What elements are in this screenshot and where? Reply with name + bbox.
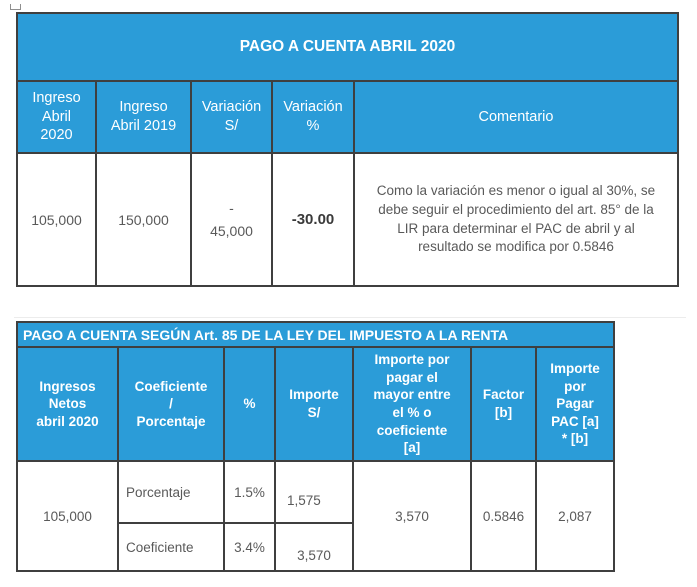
table2-title-row: PAGO A CUENTA SEGÚN Art. 85 DE LA LEY DE… [15,321,616,348]
t1-cell-ingreso-abril-2020: 105,000 [16,152,97,287]
t2-cell-ingresos-netos: 105,000 [16,460,119,572]
t2-cell-porcentaje-label: Porcentaje [117,460,225,524]
t1-cell-comentario: Como la variación es menor o igual al 30… [353,152,679,287]
divider-artifact [14,317,686,318]
t2-cell-porcentaje-importe: 1,575 [274,460,354,524]
t2-header-pct: % [223,346,276,462]
t2-header-importe-pac: Importe por Pagar PAC [a] * [b] [534,346,616,462]
t2-cell-importe-pac: 2,087 [534,460,616,572]
table-pago-a-cuenta-art85: PAGO A CUENTA SEGÚN Art. 85 DE LA LEY DE… [15,321,616,572]
t2-header-coeficiente-porcentaje: Coeficiente / Porcentaje [117,346,225,462]
t1-header-variacion-soles: Variación S/ [190,80,273,154]
t2-cell-coeficiente-label: Coeficiente [117,522,225,572]
t2-cell-factor-b: 0.5846 [470,460,537,572]
t1-cell-variacion-pct: -30.00 [271,152,355,287]
table1-title: PAGO A CUENTA ABRIL 2020 [16,12,679,82]
t1-cell-ingreso-abril-2019: 150,000 [95,152,192,287]
t1-header-ingreso-abril-2019: Ingreso Abril 2019 [95,80,192,154]
table2-header-row: Ingresos Netos abril 2020 Coeficiente / … [16,346,616,462]
t2-header-importe-mayor-a: Importe por pagar el mayor entre el % o … [352,346,472,462]
table-pago-a-cuenta-abril: PAGO A CUENTA ABRIL 2020 Ingreso Abril 2… [16,12,679,287]
t2-header-factor-b: Factor [b] [470,346,537,462]
table2-title: PAGO A CUENTA SEGÚN Art. 85 DE LA LEY DE… [15,321,616,348]
table2-row-coeficiente: Coeficiente 3.4% 3,570 [17,522,614,572]
table2-row-porcentaje: 105,000 Porcentaje 1.5% 1,575 3,570 0.58… [16,460,616,572]
t2-header-importe-soles: Importe S/ [274,346,354,462]
table1-title-row: PAGO A CUENTA ABRIL 2020 [16,12,679,82]
t1-header-comentario: Comentario [353,80,679,154]
t1-header-ingreso-abril-2020: Ingreso Abril 2020 [16,80,97,154]
corner-mark [10,4,21,10]
table1-data-row: 105,000 150,000 - 45,000 -30.00 Como la … [16,152,679,287]
t1-cell-variacion-soles: - 45,000 [190,152,273,287]
t2-cell-importe-mayor-a: 3,570 [352,460,472,572]
t2-header-ingresos-netos: Ingresos Netos abril 2020 [16,346,119,462]
t1-header-variacion-pct: Variación % [271,80,355,154]
t2-cell-porcentaje-pct: 1.5% [223,460,276,524]
table1-header-row: Ingreso Abril 2020 Ingreso Abril 2019 Va… [16,80,679,154]
t2-cell-coeficiente-importe: 3,570 [274,522,354,572]
t2-cell-coeficiente-pct: 3.4% [223,522,276,572]
